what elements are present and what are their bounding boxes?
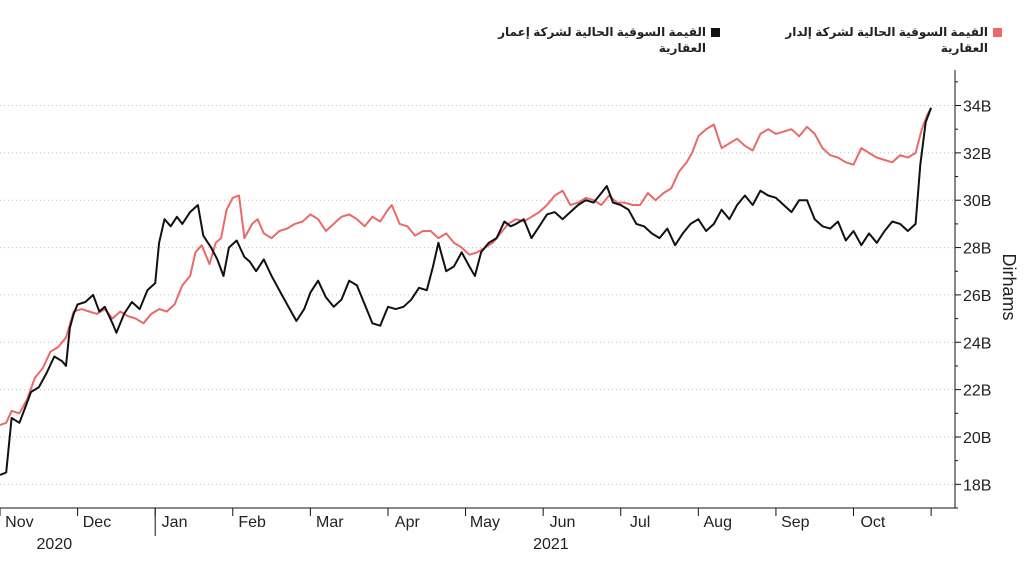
legend-item-red: القيمة السوقية الحالية لشركة إلدار العقا… bbox=[736, 24, 1002, 56]
y-tick-label: 24B bbox=[963, 335, 991, 352]
legend-label-red: القيمة السوقية الحالية لشركة إلدار العقا… bbox=[785, 25, 988, 55]
legend: القيمة السوقية الحالية لشركة إعمار العقا… bbox=[450, 24, 1002, 56]
x-tick-label: Jun bbox=[550, 514, 576, 531]
x-tick-label: Dec bbox=[83, 514, 111, 531]
y-tick-label: 30B bbox=[963, 193, 991, 210]
y-tick-label: 22B bbox=[963, 383, 991, 400]
x-tick-label: Jan bbox=[162, 514, 188, 531]
y-tick-label: 20B bbox=[963, 430, 991, 447]
x-tick-label: Mar bbox=[316, 514, 344, 531]
x-tick-label: Jul bbox=[630, 514, 650, 531]
legend-label-black: القيمة السوقية الحالية لشركة إعمار العقا… bbox=[498, 25, 706, 55]
legend-swatch-red bbox=[993, 28, 1002, 37]
series-layer bbox=[0, 107, 933, 476]
y-tick-label: 28B bbox=[963, 241, 991, 258]
x-tick-label: Aug bbox=[704, 514, 732, 531]
x-year-label: 2020 bbox=[37, 536, 73, 553]
gridlines bbox=[0, 105, 955, 485]
legend-item-black: القيمة السوقية الحالية لشركة إعمار العقا… bbox=[450, 24, 720, 56]
x-tick-label: Feb bbox=[238, 514, 266, 531]
y-tick-label: 26B bbox=[963, 288, 991, 305]
x-tick-label: Nov bbox=[5, 514, 33, 531]
y-tick-label: 32B bbox=[963, 146, 991, 163]
tick-labels: 18B 20B 22B 24B 26B 28B 30B 32B 34B Nov Dec Jan Feb M… bbox=[5, 99, 1019, 553]
y-tick-label: 18B bbox=[963, 477, 991, 494]
series-line-black bbox=[0, 107, 933, 476]
axes bbox=[0, 70, 961, 536]
y-axis-title: Dirhams bbox=[999, 253, 1019, 320]
x-tick-label: Oct bbox=[860, 514, 885, 531]
x-tick-label: Apr bbox=[395, 514, 421, 531]
x-tick-label: May bbox=[470, 514, 500, 531]
legend-swatch-black bbox=[711, 28, 720, 37]
x-year-label: 2021 bbox=[533, 536, 569, 553]
x-tick-label: Sep bbox=[781, 514, 810, 531]
y-tick-label: 34B bbox=[963, 99, 991, 116]
series-line-red bbox=[0, 107, 932, 427]
